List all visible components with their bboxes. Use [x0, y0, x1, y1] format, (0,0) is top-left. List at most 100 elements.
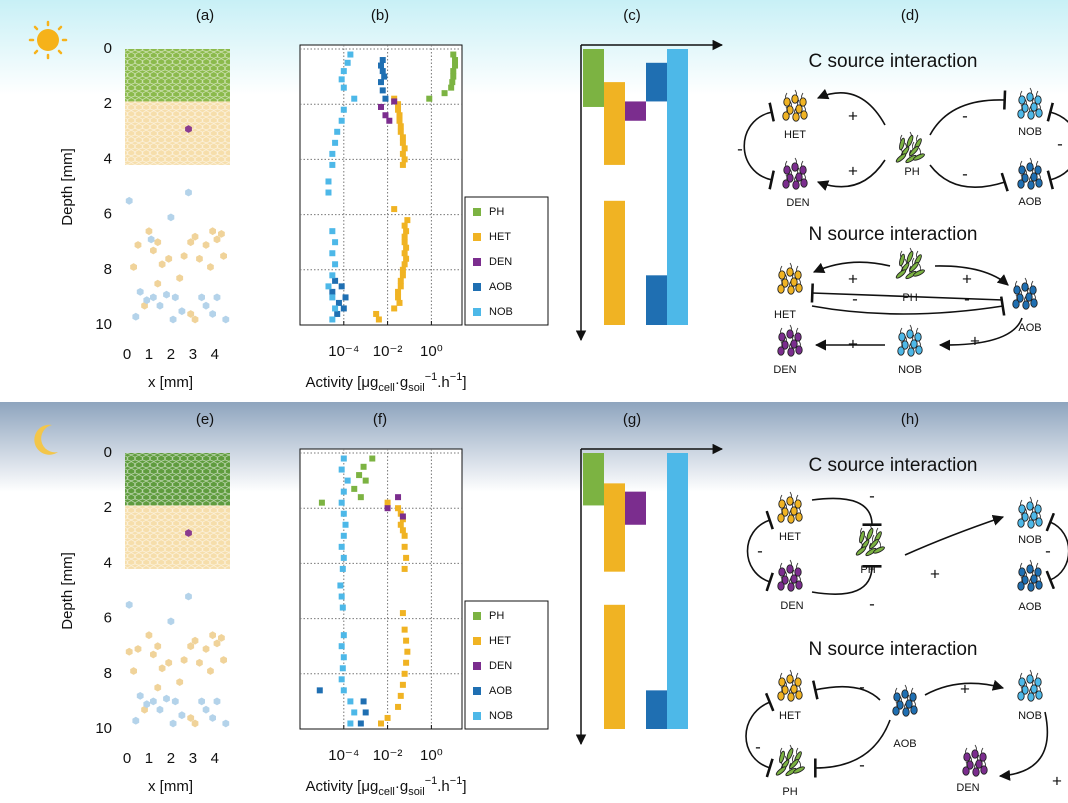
x-axis-label-part: .h [437, 374, 450, 391]
interaction-edge [904, 514, 1005, 556]
hex-cell [187, 310, 195, 318]
x-tick-label: 10⁻⁴ [328, 343, 359, 360]
legend-swatch [473, 637, 481, 645]
data-point [397, 521, 404, 528]
interaction-edge [812, 261, 891, 274]
data-point [399, 513, 406, 520]
microbe-icon [1017, 669, 1043, 702]
hex-cell [202, 645, 210, 653]
data-point [403, 244, 410, 251]
data-point [379, 87, 386, 94]
hex-cell [167, 213, 175, 222]
cell [1013, 285, 1021, 295]
legend-label: NOB [489, 306, 513, 318]
data-point [449, 79, 456, 86]
hex-cell [158, 260, 166, 269]
node-label: PH [904, 166, 919, 178]
legend-swatch [473, 283, 481, 291]
data-point [397, 123, 404, 130]
panel-label: (e) [196, 411, 214, 428]
interaction-sign: + [930, 564, 940, 583]
microbe-icon [782, 157, 808, 190]
cell [1030, 102, 1038, 112]
microbe-icon [777, 559, 803, 592]
cell [795, 104, 803, 114]
cell [1017, 581, 1025, 591]
node-label: HET [779, 531, 801, 543]
x-axis-label-part: soil [408, 786, 425, 798]
data-point [399, 527, 406, 534]
cell [1035, 517, 1043, 527]
hex-cell [154, 642, 162, 651]
interaction-edge [811, 497, 882, 526]
cell [777, 346, 785, 356]
cell [1017, 179, 1025, 189]
hex-cell [136, 692, 144, 700]
x-tick-label: 2 [167, 346, 175, 363]
cell [906, 329, 914, 339]
data-point [332, 277, 339, 284]
legend-swatch [473, 712, 481, 720]
data-point [340, 106, 347, 113]
cell [873, 546, 885, 554]
hex-cell [178, 711, 186, 720]
hex-texture [125, 101, 230, 165]
microbe-icon [777, 262, 803, 295]
data-point [382, 95, 389, 102]
interaction-sign: + [848, 269, 858, 288]
data-point [386, 117, 393, 124]
data-point [347, 698, 354, 705]
data-point [401, 239, 408, 246]
data-point [351, 485, 358, 492]
data-point [378, 720, 384, 727]
data-point [338, 543, 345, 550]
x-axis-label-part: −1 [450, 775, 463, 787]
interaction-edge [938, 317, 1023, 351]
data-point [373, 310, 380, 317]
cell [1034, 165, 1042, 175]
data-point [362, 709, 369, 716]
node-label: NOB [1018, 534, 1042, 546]
hex-cell [213, 293, 221, 302]
range-bar [604, 604, 625, 729]
cell [1035, 690, 1043, 700]
node-label: NOB [1018, 710, 1042, 722]
cell [1026, 501, 1034, 511]
cell [1018, 504, 1026, 514]
data-point [448, 84, 455, 91]
legend-label: PH [489, 610, 504, 622]
hex-cell [134, 241, 142, 249]
node-label: HET [774, 309, 796, 321]
hex-cell [176, 274, 184, 282]
cell [1025, 292, 1033, 302]
cell [1035, 108, 1043, 118]
node-label: NOB [898, 364, 922, 376]
microbe-icon [1017, 559, 1043, 592]
data-point [396, 299, 403, 306]
cell [1022, 300, 1030, 310]
data-point [340, 687, 347, 694]
data-point [450, 68, 457, 75]
data-point [318, 499, 325, 506]
cell [915, 345, 923, 355]
hex-cell [218, 634, 225, 642]
hex-cell [185, 125, 192, 133]
hex-cell [158, 664, 166, 673]
cell [1035, 580, 1043, 590]
data-point [397, 277, 404, 284]
data-point [329, 316, 336, 323]
hex-cell [147, 235, 155, 244]
interaction-sign: - [737, 139, 743, 158]
hex-cell [213, 697, 221, 706]
data-point [329, 228, 336, 235]
cell [901, 340, 909, 350]
hex-cell [176, 678, 184, 686]
diagram-title: C source interaction [809, 455, 978, 476]
legend-swatch [473, 612, 481, 620]
hex-cell [145, 227, 153, 236]
y-tick-label: 6 [104, 610, 112, 627]
hex-cell [222, 315, 230, 324]
cell [1018, 165, 1026, 175]
cell [1012, 299, 1020, 309]
hex-cell [209, 310, 216, 318]
